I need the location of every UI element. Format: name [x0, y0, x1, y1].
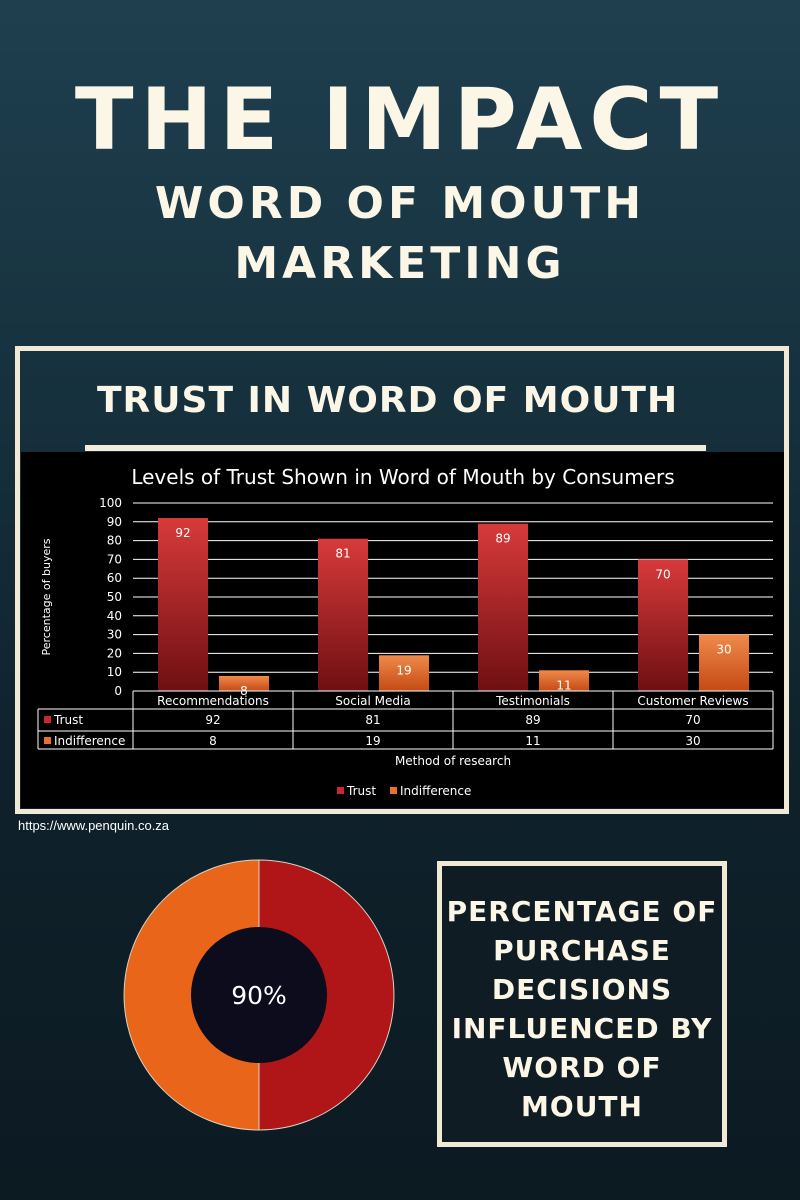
- bar-data-label: 19: [396, 663, 411, 677]
- infographic-title: THE IMPACT: [74, 70, 726, 170]
- chart-panel-frame: [15, 346, 789, 814]
- bar-data-label: 92: [175, 526, 190, 540]
- source-url: https://www.penquin.co.za: [18, 818, 170, 833]
- table-cell-value: 19: [365, 734, 380, 748]
- table-cell-value: 11: [525, 734, 540, 748]
- bar-trust: [638, 559, 688, 691]
- panel-title-underline: [85, 445, 706, 451]
- bar-indifference: [219, 675, 269, 691]
- bar-data-label: 81: [335, 547, 350, 561]
- y-tick-label: 80: [107, 534, 122, 548]
- table-cell-value: 70: [685, 713, 700, 727]
- donut-graphic: 90%: [123, 859, 395, 1131]
- bar-indifference: [539, 670, 589, 691]
- bar-trust: [318, 538, 368, 691]
- y-tick-label: 10: [107, 665, 122, 679]
- table-series-label: Trust: [53, 713, 83, 727]
- y-tick-label: 0: [114, 684, 122, 698]
- bar-data-label: 70: [655, 567, 670, 581]
- table-legend-key: [44, 716, 51, 723]
- bar-indifference: [379, 655, 429, 691]
- table-cell-value: 92: [205, 713, 220, 727]
- x-category-label: Testimonials: [495, 694, 570, 708]
- panel-title: TRUST IN WORD OF MOUTH: [97, 380, 679, 421]
- y-tick-label: 60: [107, 571, 122, 585]
- y-tick-label: 20: [107, 646, 122, 660]
- x-category-label: Recommendations: [157, 694, 269, 708]
- bar-data-label: 89: [495, 532, 510, 546]
- table-legend-key: [44, 737, 51, 744]
- x-category-label: Customer Reviews: [637, 694, 748, 708]
- table-cell-value: 81: [365, 713, 380, 727]
- trust-bar-chart: Levels of Trust Shown in Word of Mouth b…: [37, 465, 774, 798]
- donut-center: [191, 927, 327, 1063]
- bar-data-label: 11: [556, 678, 571, 692]
- y-tick-label: 70: [107, 552, 122, 566]
- table-series-label: Indifference: [54, 734, 125, 748]
- table-cell-value: 89: [525, 713, 540, 727]
- y-tick-label: 90: [107, 515, 122, 529]
- influence-text: PERCENTAGE OF PURCHASE DECISIONS INFLUEN…: [446, 895, 718, 1123]
- y-tick-label: 40: [107, 609, 122, 623]
- table-cell-value: 8: [209, 734, 217, 748]
- y-axis-label: Percentage of buyers: [40, 538, 53, 655]
- influence-box: PERCENTAGE OF PURCHASE DECISIONS INFLUEN…: [437, 861, 727, 1147]
- y-tick-label: 50: [107, 590, 122, 604]
- chart-title: Levels of Trust Shown in Word of Mouth b…: [131, 465, 674, 489]
- infographic-subtitle-line1: WORD OF MOUTH: [154, 178, 646, 229]
- bar-trust: [158, 518, 208, 691]
- donut-center-label: 90%: [231, 981, 287, 1010]
- bar-indifference: [699, 634, 749, 691]
- bar-trust: [478, 523, 528, 691]
- x-axis-label: Method of research: [395, 754, 511, 768]
- legend-swatch-indifference: [390, 787, 397, 794]
- bar-data-label: 30: [716, 643, 731, 657]
- table-cell-value: 30: [685, 734, 700, 748]
- legend-swatch-trust: [337, 787, 344, 794]
- donut-chart: 90%: [120, 855, 400, 1135]
- legend-label-indifference: Indifference: [400, 784, 471, 798]
- y-tick-label: 30: [107, 628, 122, 642]
- legend-label-trust: Trust: [346, 784, 376, 798]
- x-category-label: Social Media: [335, 694, 410, 708]
- y-tick-label: 100: [99, 496, 122, 510]
- infographic-subtitle-line2: MARKETING: [234, 238, 566, 289]
